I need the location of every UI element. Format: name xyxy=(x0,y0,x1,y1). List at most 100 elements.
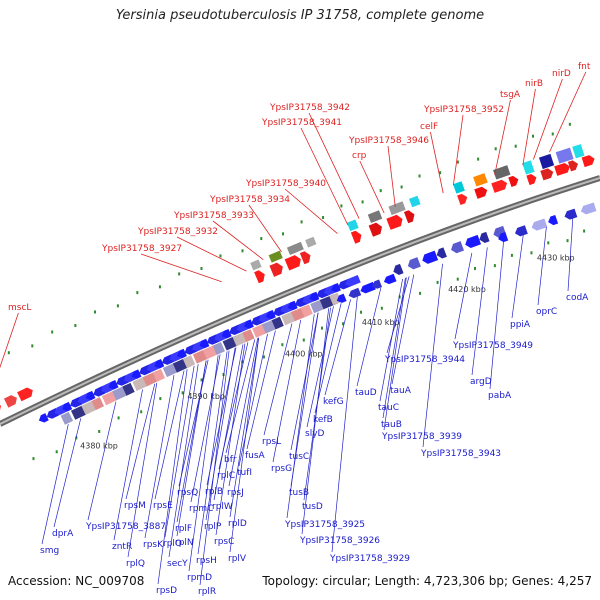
ruler-label-2: 4400 kbp xyxy=(285,349,323,358)
marker-down-8 xyxy=(200,378,203,382)
rev-block-b-6 xyxy=(122,382,135,396)
rev-block-b-7 xyxy=(132,376,148,391)
rev-arrow-e-1 xyxy=(514,225,528,237)
leader-reverse-44 xyxy=(383,277,407,431)
marker-down-11 xyxy=(262,355,265,359)
forward-gene-label-6: YpsIP31758_3941 xyxy=(261,118,342,128)
fwd-arrow-a-1 xyxy=(269,262,283,277)
topology-text: Topology: circular; Length: 4,723,306 bp… xyxy=(262,574,592,588)
fwd-arrow-a-3 xyxy=(299,251,311,265)
backbone-highlight xyxy=(0,177,600,425)
fwd-block-b-0-shape xyxy=(346,219,359,232)
leader-forward-2 xyxy=(176,236,247,272)
rev-arrow-e-4-shape xyxy=(564,208,578,220)
rev-arrow-a-24 xyxy=(221,328,232,339)
leader-reverse-47 xyxy=(471,247,488,376)
marker-down-19 xyxy=(419,291,422,295)
forward-gene-label-13: nirB xyxy=(525,79,543,89)
fwd-block-d-3 xyxy=(572,144,585,159)
leader-reverse-9 xyxy=(168,364,199,558)
leader-reverse-42 xyxy=(391,274,415,385)
rev-arrow-c-1-shape xyxy=(348,287,362,299)
reverse-gene-label-7: rpsK xyxy=(143,540,164,550)
rev-block-d-4 xyxy=(451,241,465,254)
leader-reverse-34 xyxy=(306,306,334,428)
rev-block-d-3 xyxy=(436,247,447,259)
marker-down-4 xyxy=(117,416,120,420)
leader-reverse-38 xyxy=(301,308,330,535)
reverse-gene-label-25: rplC xyxy=(217,471,235,481)
marker-up-3 xyxy=(51,330,54,334)
leader-reverse-48 xyxy=(489,241,504,390)
reverse-gene-label-47: argD xyxy=(470,377,492,387)
rev-arrow-c-3 xyxy=(372,279,383,289)
rev-block-b-9 xyxy=(152,368,166,382)
marker-up-6 xyxy=(116,304,119,308)
fwd-arrow-b-3 xyxy=(403,210,415,224)
marker-up-12 xyxy=(241,249,244,253)
fwd-left-0-shape xyxy=(0,402,2,415)
rev-arrow-a-33-shape xyxy=(287,300,298,311)
fwd-block-d-1-shape xyxy=(538,153,555,170)
reverse-gene-label-38: YpsIP31758_3926 xyxy=(299,536,380,546)
fwd-block-c-1 xyxy=(473,173,488,187)
fwd-block-d-2 xyxy=(555,147,574,164)
fwd-arrow-d-4 xyxy=(581,155,595,168)
leader-reverse-40 xyxy=(356,287,382,387)
rev-block-d-0 xyxy=(393,263,404,275)
rev-arrow-a-3-shape xyxy=(62,401,73,412)
forward-gene-label-9: YpsIP31758_3946 xyxy=(348,136,429,146)
leader-forward-1 xyxy=(140,253,222,283)
rev-arrow-c-3-shape xyxy=(372,279,383,289)
leader-reverse-22 xyxy=(229,337,260,553)
fwd-arrow-d-3 xyxy=(567,160,579,172)
fwd-block-a-2-shape xyxy=(286,241,304,256)
reverse-gene-label-27: tufI xyxy=(237,468,252,478)
rev-block-b-4 xyxy=(101,391,117,406)
rev-arrow-a-27-shape xyxy=(243,319,254,329)
rev-block-b-0-shape xyxy=(60,411,74,425)
leader-forward-7 xyxy=(308,112,360,219)
forward-gene-label-0: mscL xyxy=(8,303,31,313)
rev-arrow-a-33 xyxy=(287,300,298,311)
rev-block-b-15-shape xyxy=(212,342,225,355)
rev-arrow-a-6-shape xyxy=(85,390,96,401)
rev-arrow-a-18 xyxy=(177,348,187,359)
leader-forward-13 xyxy=(522,88,536,166)
rev-arrow-a-9 xyxy=(108,380,119,390)
rev-block-b-15 xyxy=(212,342,225,355)
forward-gene-label-5: YpsIP31758_3940 xyxy=(245,179,326,189)
fwd-block-d-1 xyxy=(538,153,555,170)
marker-up-24 xyxy=(477,157,480,161)
leader-reverse-39 xyxy=(331,296,358,553)
rev-block-b-12-shape xyxy=(182,355,196,369)
rev-arrow-a-6 xyxy=(85,390,96,401)
fwd-arrow-b-2 xyxy=(386,214,403,230)
leader-reverse-0 xyxy=(53,418,82,528)
leader-reverse-17 xyxy=(197,351,228,555)
marker-up-23 xyxy=(456,160,459,164)
leader-forward-10 xyxy=(430,131,444,194)
fwd-block-d-2-shape xyxy=(555,147,574,164)
fwd-arrow-a-3-shape xyxy=(299,251,311,265)
fwd-block-a-3-shape xyxy=(305,236,317,248)
reverse-gene-label-26: bfr xyxy=(224,455,237,465)
marker-up-18 xyxy=(361,200,364,204)
rev-arrow-a-15-shape xyxy=(154,358,165,369)
reverse-gene-label-39: YpsIP31758_3929 xyxy=(329,554,410,564)
rev-block-d-2 xyxy=(422,250,439,264)
fwd-left-1-shape xyxy=(3,395,17,408)
leader-forward-9 xyxy=(387,145,396,207)
fwd-arrow-d-1-shape xyxy=(540,168,554,181)
reverse-gene-label-10: rpmD xyxy=(187,573,212,583)
leader-forward-0 xyxy=(0,312,19,369)
rev-arrow-a-27 xyxy=(243,319,254,329)
leader-reverse-14 xyxy=(176,360,207,523)
rev-block-b-18-shape xyxy=(242,329,255,342)
map-title: Yersinia pseudotuberculosis IP 31758, co… xyxy=(115,8,485,23)
rev-block-b-10 xyxy=(162,363,178,378)
reverse-gene-label-33: tusD xyxy=(302,502,323,512)
rev-block-d-1 xyxy=(407,257,421,270)
reverse-gene-label-31: tusC xyxy=(289,452,309,462)
